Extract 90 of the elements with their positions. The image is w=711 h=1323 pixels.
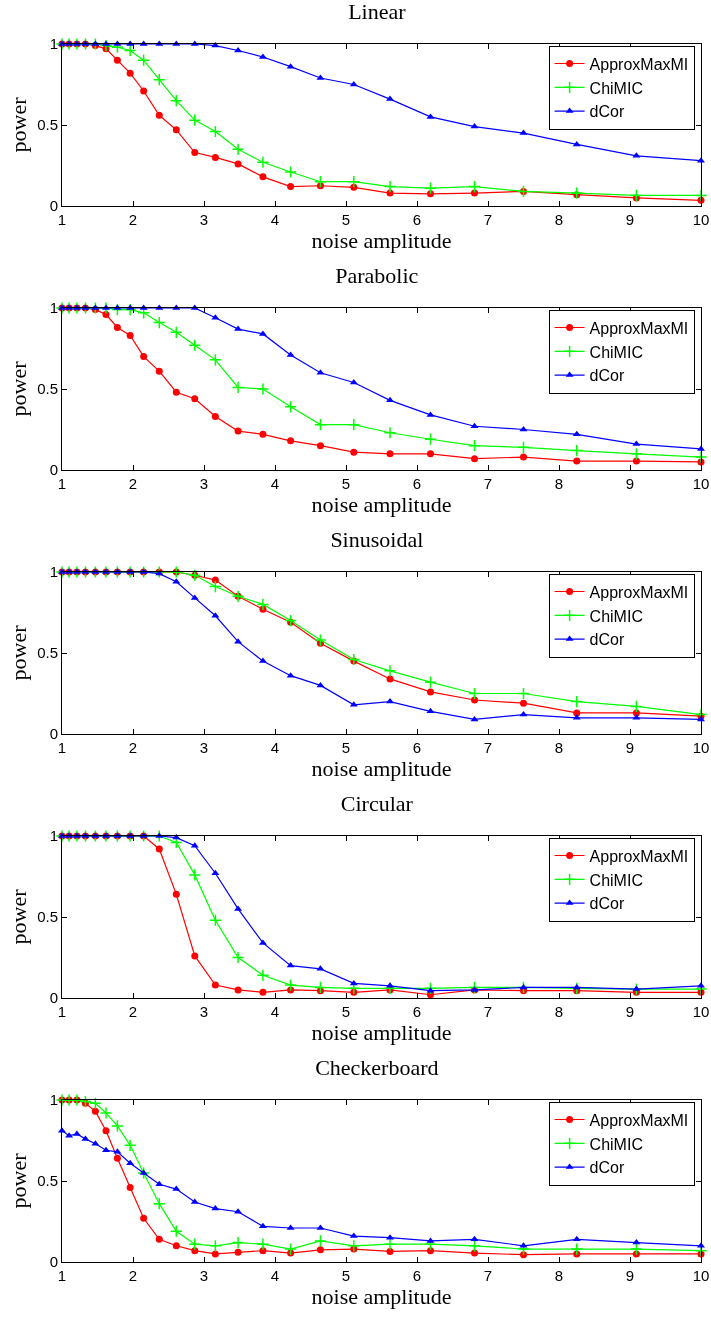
y-axis-title: power: [5, 360, 31, 417]
x-tick-label: 8: [554, 475, 564, 492]
legend-label: dCor: [589, 1159, 625, 1177]
x-axis-title: noise amplitude: [311, 492, 452, 517]
x-tick-label: 8: [554, 1267, 564, 1284]
y-tick-label: 0.5: [37, 116, 58, 134]
y-tick-label: 0: [49, 197, 58, 215]
x-tick-label: 6: [412, 1003, 422, 1020]
x-tick-label: 5: [341, 1003, 351, 1020]
x-tick-label: 3: [199, 739, 209, 756]
x-tick-label: 3: [199, 1267, 209, 1284]
x-tick-label: 3: [199, 1003, 209, 1020]
x-tick-label: 6: [412, 475, 422, 492]
x-tick-label: 9: [625, 739, 635, 756]
x-tick-label: 9: [625, 211, 635, 228]
x-tick-label: 2: [128, 1267, 138, 1284]
y-tick-label: 0.5: [37, 1172, 58, 1190]
y-axis-title: power: [5, 96, 31, 153]
legend-label: ApproxMaxMI: [589, 319, 689, 337]
y-tick-label: 1: [49, 827, 58, 845]
x-tick-label: 9: [625, 475, 635, 492]
x-tick-label: 4: [270, 739, 280, 756]
x-tick-label: 7: [483, 1003, 493, 1020]
x-tick-label: 6: [412, 1267, 422, 1284]
legend-label: ApproxMaxMI: [589, 55, 689, 73]
x-tick-label: 2: [128, 475, 138, 492]
x-tick-label: 10: [692, 475, 710, 492]
chart-title: Linear: [348, 0, 407, 25]
legend-label: ChiMIC: [589, 1135, 643, 1153]
x-tick-label: 6: [412, 739, 422, 756]
y-tick-label: 0: [49, 989, 58, 1007]
chart-title: Parabolic: [335, 263, 419, 289]
legend-label: ApproxMaxMI: [589, 1111, 689, 1129]
x-tick-label: 10: [692, 1003, 710, 1020]
x-tick-label: 3: [199, 475, 209, 492]
x-axis-title: noise amplitude: [311, 756, 452, 781]
y-tick-label: 0.5: [37, 644, 58, 662]
x-tick-label: 8: [554, 739, 564, 756]
y-tick-label: 1: [49, 299, 58, 317]
y-tick-label: 1: [49, 1091, 58, 1109]
legend-label: ChiMIC: [589, 607, 643, 625]
x-tick-label: 4: [270, 1003, 280, 1020]
legend-label: dCor: [589, 895, 625, 913]
x-tick-label: 8: [554, 1003, 564, 1020]
x-tick-label: 3: [199, 211, 209, 228]
legend-label: ChiMIC: [589, 871, 643, 889]
x-tick-label: 7: [483, 739, 493, 756]
legend-label: ApproxMaxMI: [589, 583, 689, 601]
x-tick-label: 7: [483, 1267, 493, 1284]
x-tick-label: 7: [483, 475, 493, 492]
legend-label: ChiMIC: [589, 343, 643, 361]
x-tick-label: 5: [341, 739, 351, 756]
x-tick-label: 5: [341, 475, 351, 492]
y-tick-label: 0: [49, 725, 58, 743]
legend-label: ChiMIC: [589, 79, 643, 97]
y-axis-title: power: [5, 888, 31, 945]
chart-title: Circular: [340, 791, 414, 817]
x-tick-label: 10: [692, 1267, 710, 1284]
x-tick-label: 2: [128, 739, 138, 756]
y-axis-title: power: [5, 1152, 31, 1209]
x-tick-label: 10: [692, 739, 710, 756]
x-tick-label: 9: [625, 1003, 635, 1020]
x-axis-title: noise amplitude: [311, 1284, 452, 1309]
legend-label: dCor: [589, 631, 625, 649]
y-tick-label: 0.5: [37, 908, 58, 926]
legend-label: dCor: [589, 103, 625, 121]
x-tick-label: 4: [270, 1267, 280, 1284]
chart-title: Sinusoidal: [330, 527, 424, 553]
x-tick-label: 2: [128, 1003, 138, 1020]
y-tick-label: 0: [49, 461, 58, 479]
x-tick-label: 9: [625, 1267, 635, 1284]
y-tick-label: 1: [49, 35, 58, 53]
y-axis-title: power: [5, 624, 31, 681]
y-tick-label: 1: [49, 563, 58, 581]
y-tick-label: 0.5: [37, 380, 58, 398]
x-axis-title: noise amplitude: [311, 228, 452, 253]
chart-title: Checkerboard: [315, 1055, 439, 1081]
x-tick-label: 8: [554, 211, 564, 228]
legend-label: ApproxMaxMI: [589, 847, 689, 865]
x-tick-label: 10: [692, 211, 710, 228]
x-tick-label: 4: [270, 211, 280, 228]
x-tick-label: 5: [341, 211, 351, 228]
x-tick-label: 2: [128, 211, 138, 228]
x-axis-title: noise amplitude: [311, 1020, 452, 1045]
x-tick-label: 4: [270, 475, 280, 492]
y-tick-label: 0: [49, 1253, 58, 1271]
x-tick-label: 5: [341, 1267, 351, 1284]
x-tick-label: 7: [483, 211, 493, 228]
x-tick-label: 6: [412, 211, 422, 228]
legend-label: dCor: [589, 367, 625, 385]
